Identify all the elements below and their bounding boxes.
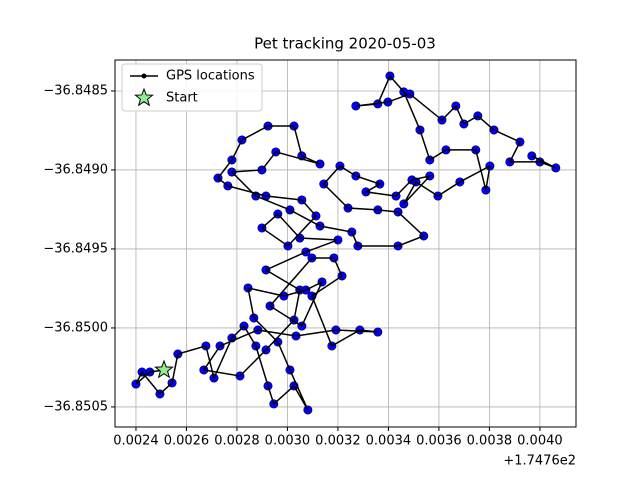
- y-tick-label: −36.8490: [43, 162, 108, 177]
- x-tick-label: 0.0034: [366, 434, 412, 449]
- legend-label: GPS locations: [166, 69, 255, 84]
- x-tick-label: 0.0026: [164, 434, 210, 449]
- x-tick-label: 0.0038: [467, 434, 513, 449]
- x-tick-label: 0.0028: [214, 434, 260, 449]
- gps-point: [527, 151, 537, 161]
- x-tick-label: 0.0036: [416, 434, 462, 449]
- plot-area: [131, 71, 561, 415]
- legend-label: Start: [166, 91, 198, 106]
- y-tick-label: −36.8485: [43, 83, 108, 98]
- x-tick-label: 0.0030: [265, 434, 311, 449]
- plot-frame: [114, 59, 577, 428]
- start-marker: [154, 359, 174, 379]
- chart-title: Pet tracking 2020-05-03: [254, 35, 436, 53]
- x-tick-label: 0.0040: [517, 434, 563, 449]
- legend-marker: [141, 73, 147, 79]
- y-tick-label: −36.8500: [43, 320, 108, 335]
- y-tick-label: −36.8505: [43, 399, 108, 414]
- x-offset-label: +1.7476e2: [503, 454, 576, 469]
- legend-marker: [134, 87, 154, 107]
- track-line: [135, 74, 557, 411]
- x-tick-label: 0.0024: [113, 434, 159, 449]
- x-tick-label: 0.0032: [315, 434, 361, 449]
- y-tick-label: −36.8495: [43, 241, 108, 256]
